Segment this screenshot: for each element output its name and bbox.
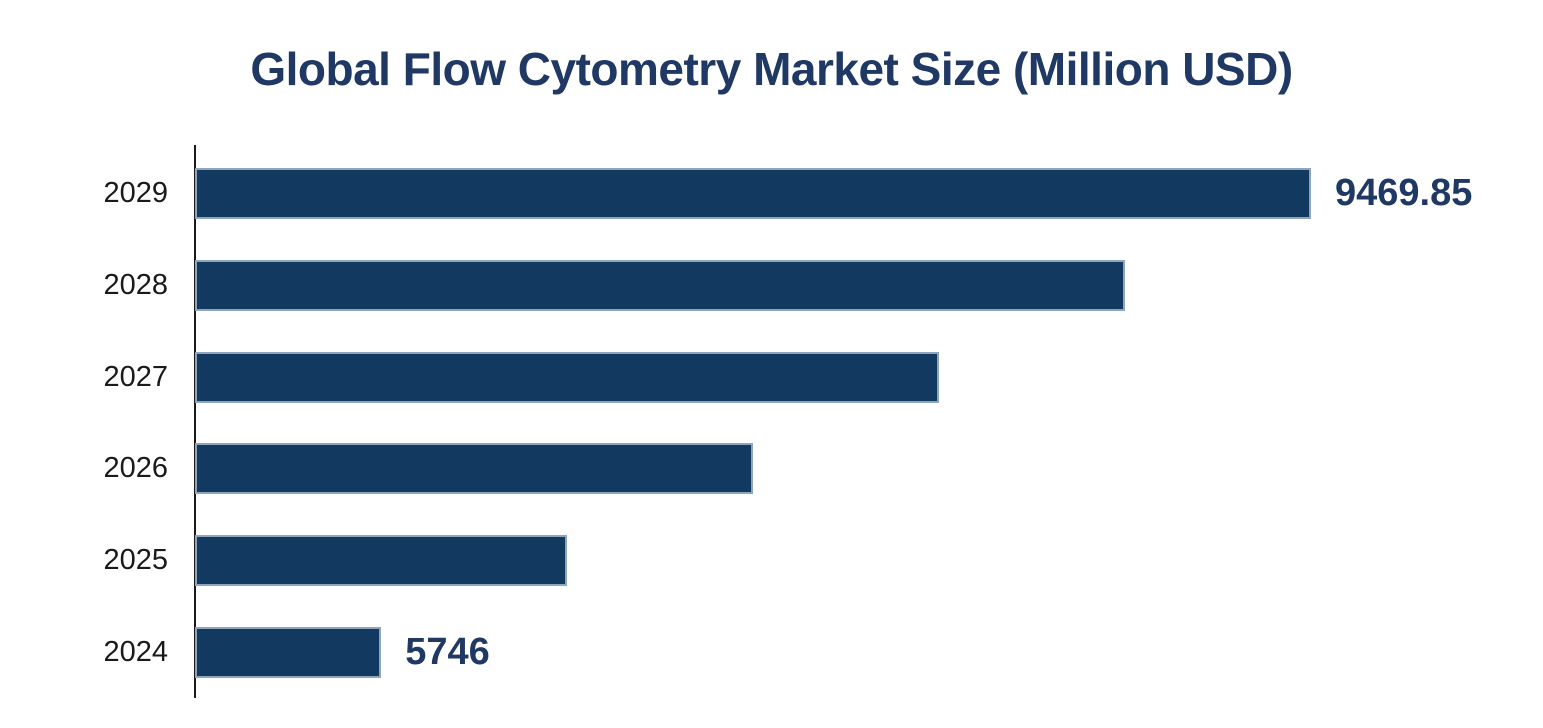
bar	[195, 168, 1311, 219]
year-label: 2026	[103, 452, 168, 485]
year-label: 2024	[103, 636, 168, 668]
bar	[195, 627, 382, 678]
bar	[195, 259, 1126, 311]
bar-row: 2025	[0, 535, 568, 587]
bar-row: 2024 5746	[0, 627, 490, 678]
value-label: 9469.85	[1335, 172, 1473, 214]
value-label: 5746	[405, 631, 490, 673]
bar	[195, 443, 754, 495]
bar	[195, 535, 568, 587]
year-label: 2029	[103, 177, 168, 209]
year-label: 2025	[103, 544, 168, 577]
bar-row: 2029 9469.85	[0, 168, 1472, 219]
year-label: 2028	[103, 268, 168, 301]
bar	[195, 351, 940, 403]
y-axis-line	[194, 145, 196, 698]
plot-area: 2029 9469.85 2028 2027 2026 2025 2024 5746	[0, 145, 1543, 701]
year-label: 2027	[103, 360, 168, 393]
bar-row: 2028	[0, 259, 1126, 311]
bar-row: 2027	[0, 351, 940, 403]
chart-title: Global Flow Cytometry Market Size (Milli…	[250, 43, 1293, 95]
bar-row: 2026	[0, 443, 754, 495]
